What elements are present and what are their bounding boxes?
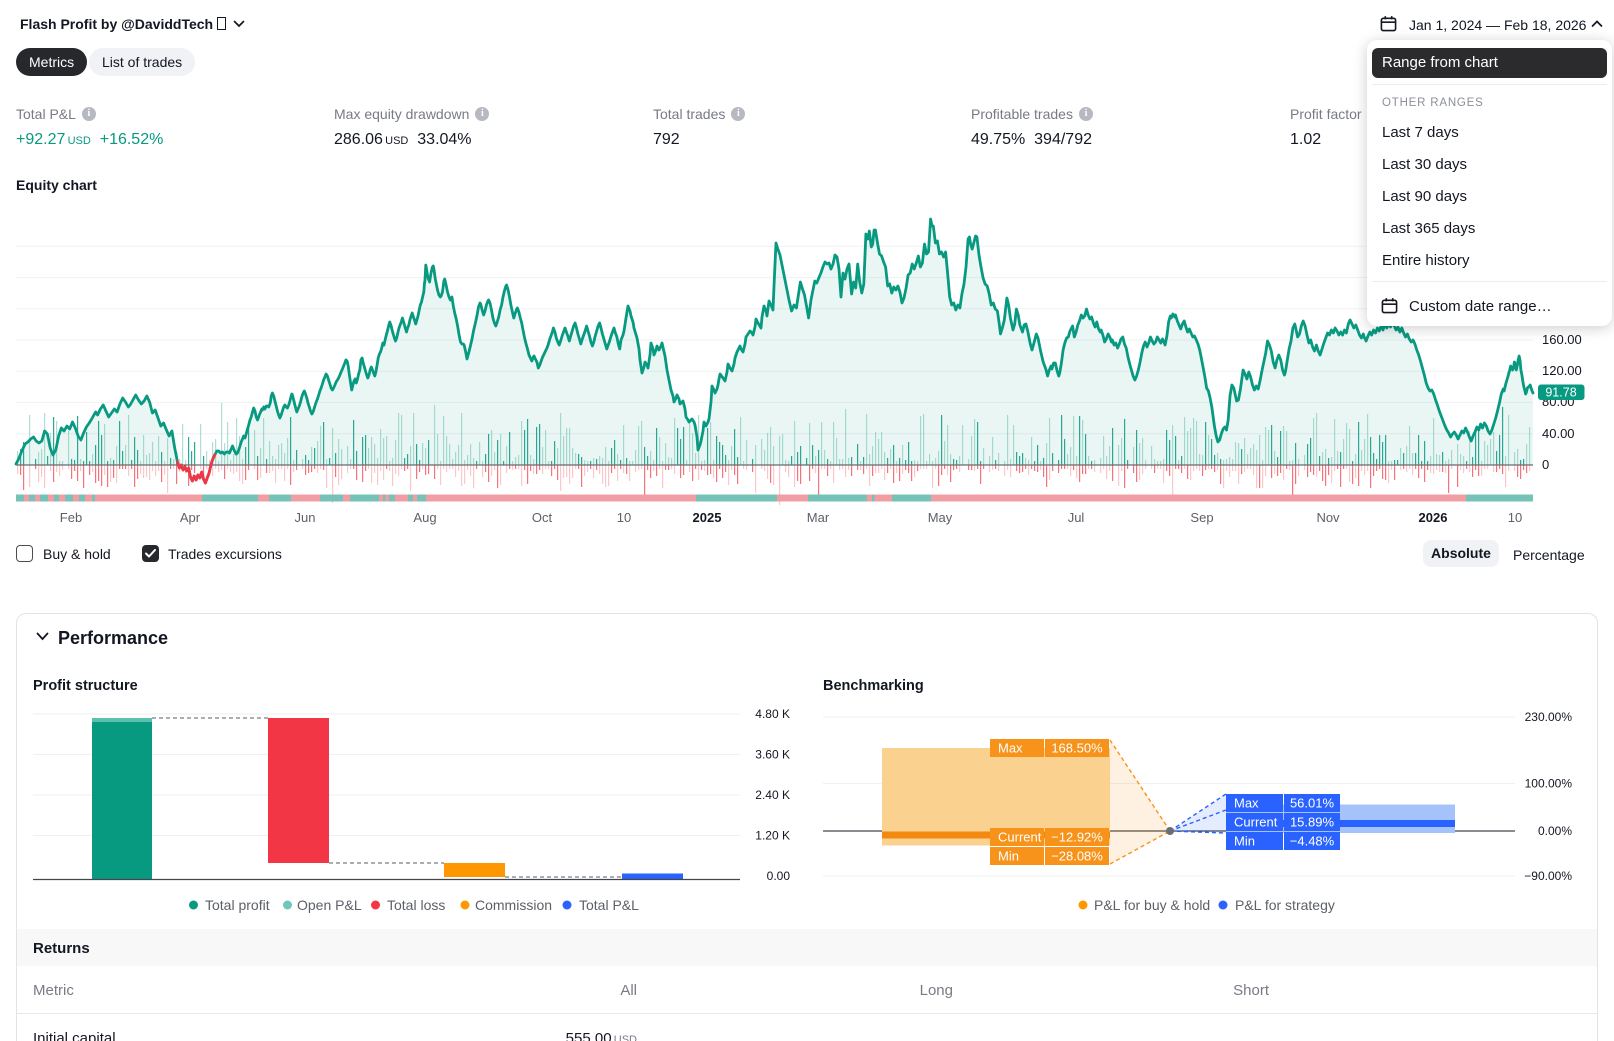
- svg-text:−90.00%: −90.00%: [1524, 869, 1572, 883]
- svg-text:2026: 2026: [1419, 510, 1448, 525]
- svg-text:160.00: 160.00: [1542, 332, 1582, 347]
- svg-text:2025: 2025: [693, 510, 722, 525]
- svg-text:−28.08%: −28.08%: [1051, 849, 1103, 864]
- svg-text:3.60 K: 3.60 K: [755, 748, 790, 762]
- svg-text:Feb: Feb: [60, 510, 82, 525]
- svg-text:1.20 K: 1.20 K: [755, 829, 790, 843]
- svg-text:10: 10: [1508, 510, 1522, 525]
- svg-text:−4.48%: −4.48%: [1290, 834, 1335, 849]
- svg-text:Nov: Nov: [1316, 510, 1340, 525]
- svg-text:Jun: Jun: [295, 510, 316, 525]
- svg-text:Jul: Jul: [1068, 510, 1085, 525]
- svg-text:230.00%: 230.00%: [1525, 710, 1573, 724]
- svg-text:100.00%: 100.00%: [1525, 777, 1573, 791]
- svg-text:Aug: Aug: [413, 510, 436, 525]
- svg-text:Min: Min: [1234, 834, 1255, 849]
- svg-text:0.00%: 0.00%: [1538, 824, 1572, 838]
- svg-text:168.50%: 168.50%: [1051, 741, 1103, 756]
- svg-text:Max: Max: [1234, 796, 1259, 811]
- svg-text:56.01%: 56.01%: [1290, 796, 1335, 811]
- svg-text:Total loss: Total loss: [387, 897, 445, 913]
- svg-text:Current: Current: [998, 830, 1042, 845]
- svg-text:Max: Max: [998, 741, 1023, 756]
- svg-text:0.00: 0.00: [767, 869, 791, 883]
- svg-text:P&L for buy & hold: P&L for buy & hold: [1094, 897, 1210, 913]
- svg-text:40.00: 40.00: [1542, 426, 1575, 441]
- svg-text:Oct: Oct: [532, 510, 553, 525]
- svg-text:Commission: Commission: [475, 897, 552, 913]
- svg-text:91.78: 91.78: [1545, 386, 1576, 400]
- svg-text:Min: Min: [998, 849, 1019, 864]
- svg-text:Total P&L: Total P&L: [579, 897, 639, 913]
- svg-text:0: 0: [1542, 457, 1549, 472]
- svg-text:P&L for strategy: P&L for strategy: [1235, 897, 1335, 913]
- svg-text:Open P&L: Open P&L: [297, 897, 362, 913]
- svg-text:10: 10: [617, 510, 631, 525]
- svg-text:−12.92%: −12.92%: [1051, 830, 1103, 845]
- svg-text:Apr: Apr: [180, 510, 201, 525]
- svg-text:Current: Current: [1234, 815, 1278, 830]
- svg-text:May: May: [928, 510, 953, 525]
- svg-text:2.40 K: 2.40 K: [755, 788, 790, 802]
- svg-text:Sep: Sep: [1190, 510, 1213, 525]
- svg-text:Total profit: Total profit: [205, 897, 270, 913]
- svg-text:120.00: 120.00: [1542, 363, 1582, 378]
- svg-text:4.80 K: 4.80 K: [755, 707, 790, 721]
- svg-text:Mar: Mar: [807, 510, 830, 525]
- svg-text:15.89%: 15.89%: [1290, 815, 1335, 830]
